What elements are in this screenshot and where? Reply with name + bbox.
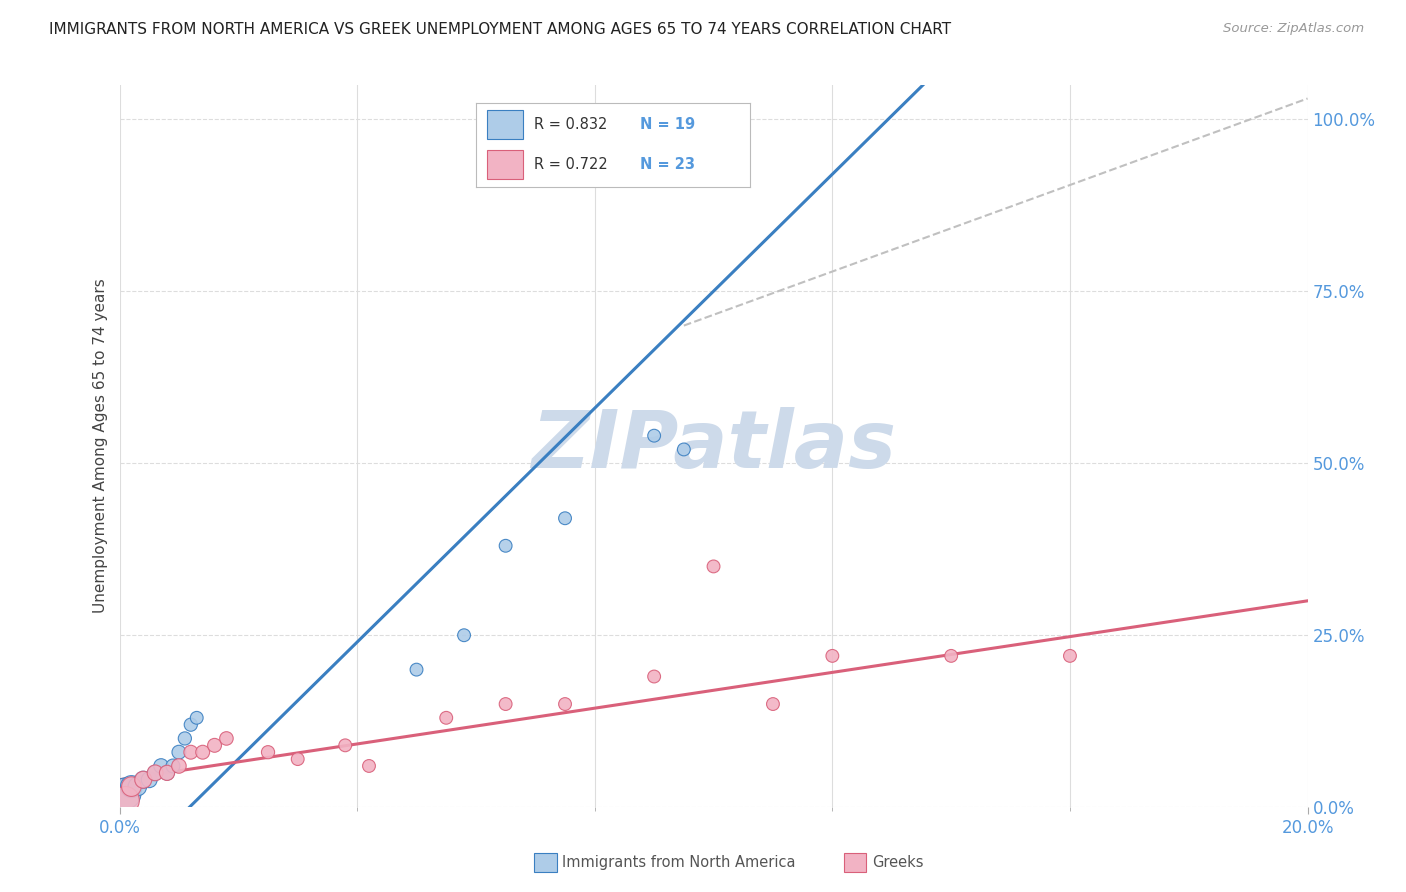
Text: Immigrants from North America: Immigrants from North America <box>562 855 796 870</box>
Point <box>672 442 695 457</box>
Text: N = 19: N = 19 <box>641 117 696 132</box>
Point <box>204 739 226 753</box>
Point <box>167 759 190 773</box>
Point <box>643 669 665 683</box>
Text: R = 0.832: R = 0.832 <box>533 117 607 132</box>
Point <box>132 772 155 787</box>
Text: N = 23: N = 23 <box>641 157 696 172</box>
Point <box>257 745 280 759</box>
Point <box>335 739 357 753</box>
FancyBboxPatch shape <box>486 111 523 139</box>
Point <box>495 697 517 711</box>
Text: Source: ZipAtlas.com: Source: ZipAtlas.com <box>1223 22 1364 36</box>
Point <box>357 759 380 773</box>
Point <box>167 745 190 759</box>
Text: Greeks: Greeks <box>872 855 924 870</box>
Point <box>643 428 665 442</box>
Point <box>162 759 184 773</box>
Point <box>114 787 136 801</box>
Point <box>156 765 179 780</box>
Point <box>1059 648 1081 663</box>
Text: R = 0.722: R = 0.722 <box>533 157 607 172</box>
Point <box>554 697 576 711</box>
Point <box>495 539 517 553</box>
Text: IMMIGRANTS FROM NORTH AMERICA VS GREEK UNEMPLOYMENT AMONG AGES 65 TO 74 YEARS CO: IMMIGRANTS FROM NORTH AMERICA VS GREEK U… <box>49 22 952 37</box>
Point <box>120 780 142 794</box>
FancyBboxPatch shape <box>486 150 523 178</box>
Point <box>434 711 457 725</box>
Text: ZIPatlas: ZIPatlas <box>531 407 896 485</box>
Point <box>143 765 166 780</box>
Point <box>138 772 160 787</box>
Point <box>143 765 166 780</box>
Point <box>186 711 208 725</box>
Point <box>941 648 963 663</box>
Point <box>180 745 202 759</box>
Point <box>120 780 142 794</box>
Point <box>453 628 475 642</box>
Point <box>821 648 844 663</box>
Point <box>127 780 149 794</box>
Point <box>180 717 202 731</box>
Y-axis label: Unemployment Among Ages 65 to 74 years: Unemployment Among Ages 65 to 74 years <box>93 278 108 614</box>
Point <box>287 752 309 766</box>
Point <box>114 793 136 807</box>
Point <box>215 731 238 746</box>
Point <box>191 745 214 759</box>
Point <box>703 559 725 574</box>
Point <box>132 772 155 787</box>
Point <box>554 511 576 525</box>
Point <box>173 731 195 746</box>
Point <box>150 759 173 773</box>
Point <box>405 663 427 677</box>
Point <box>762 697 785 711</box>
Point <box>156 765 179 780</box>
